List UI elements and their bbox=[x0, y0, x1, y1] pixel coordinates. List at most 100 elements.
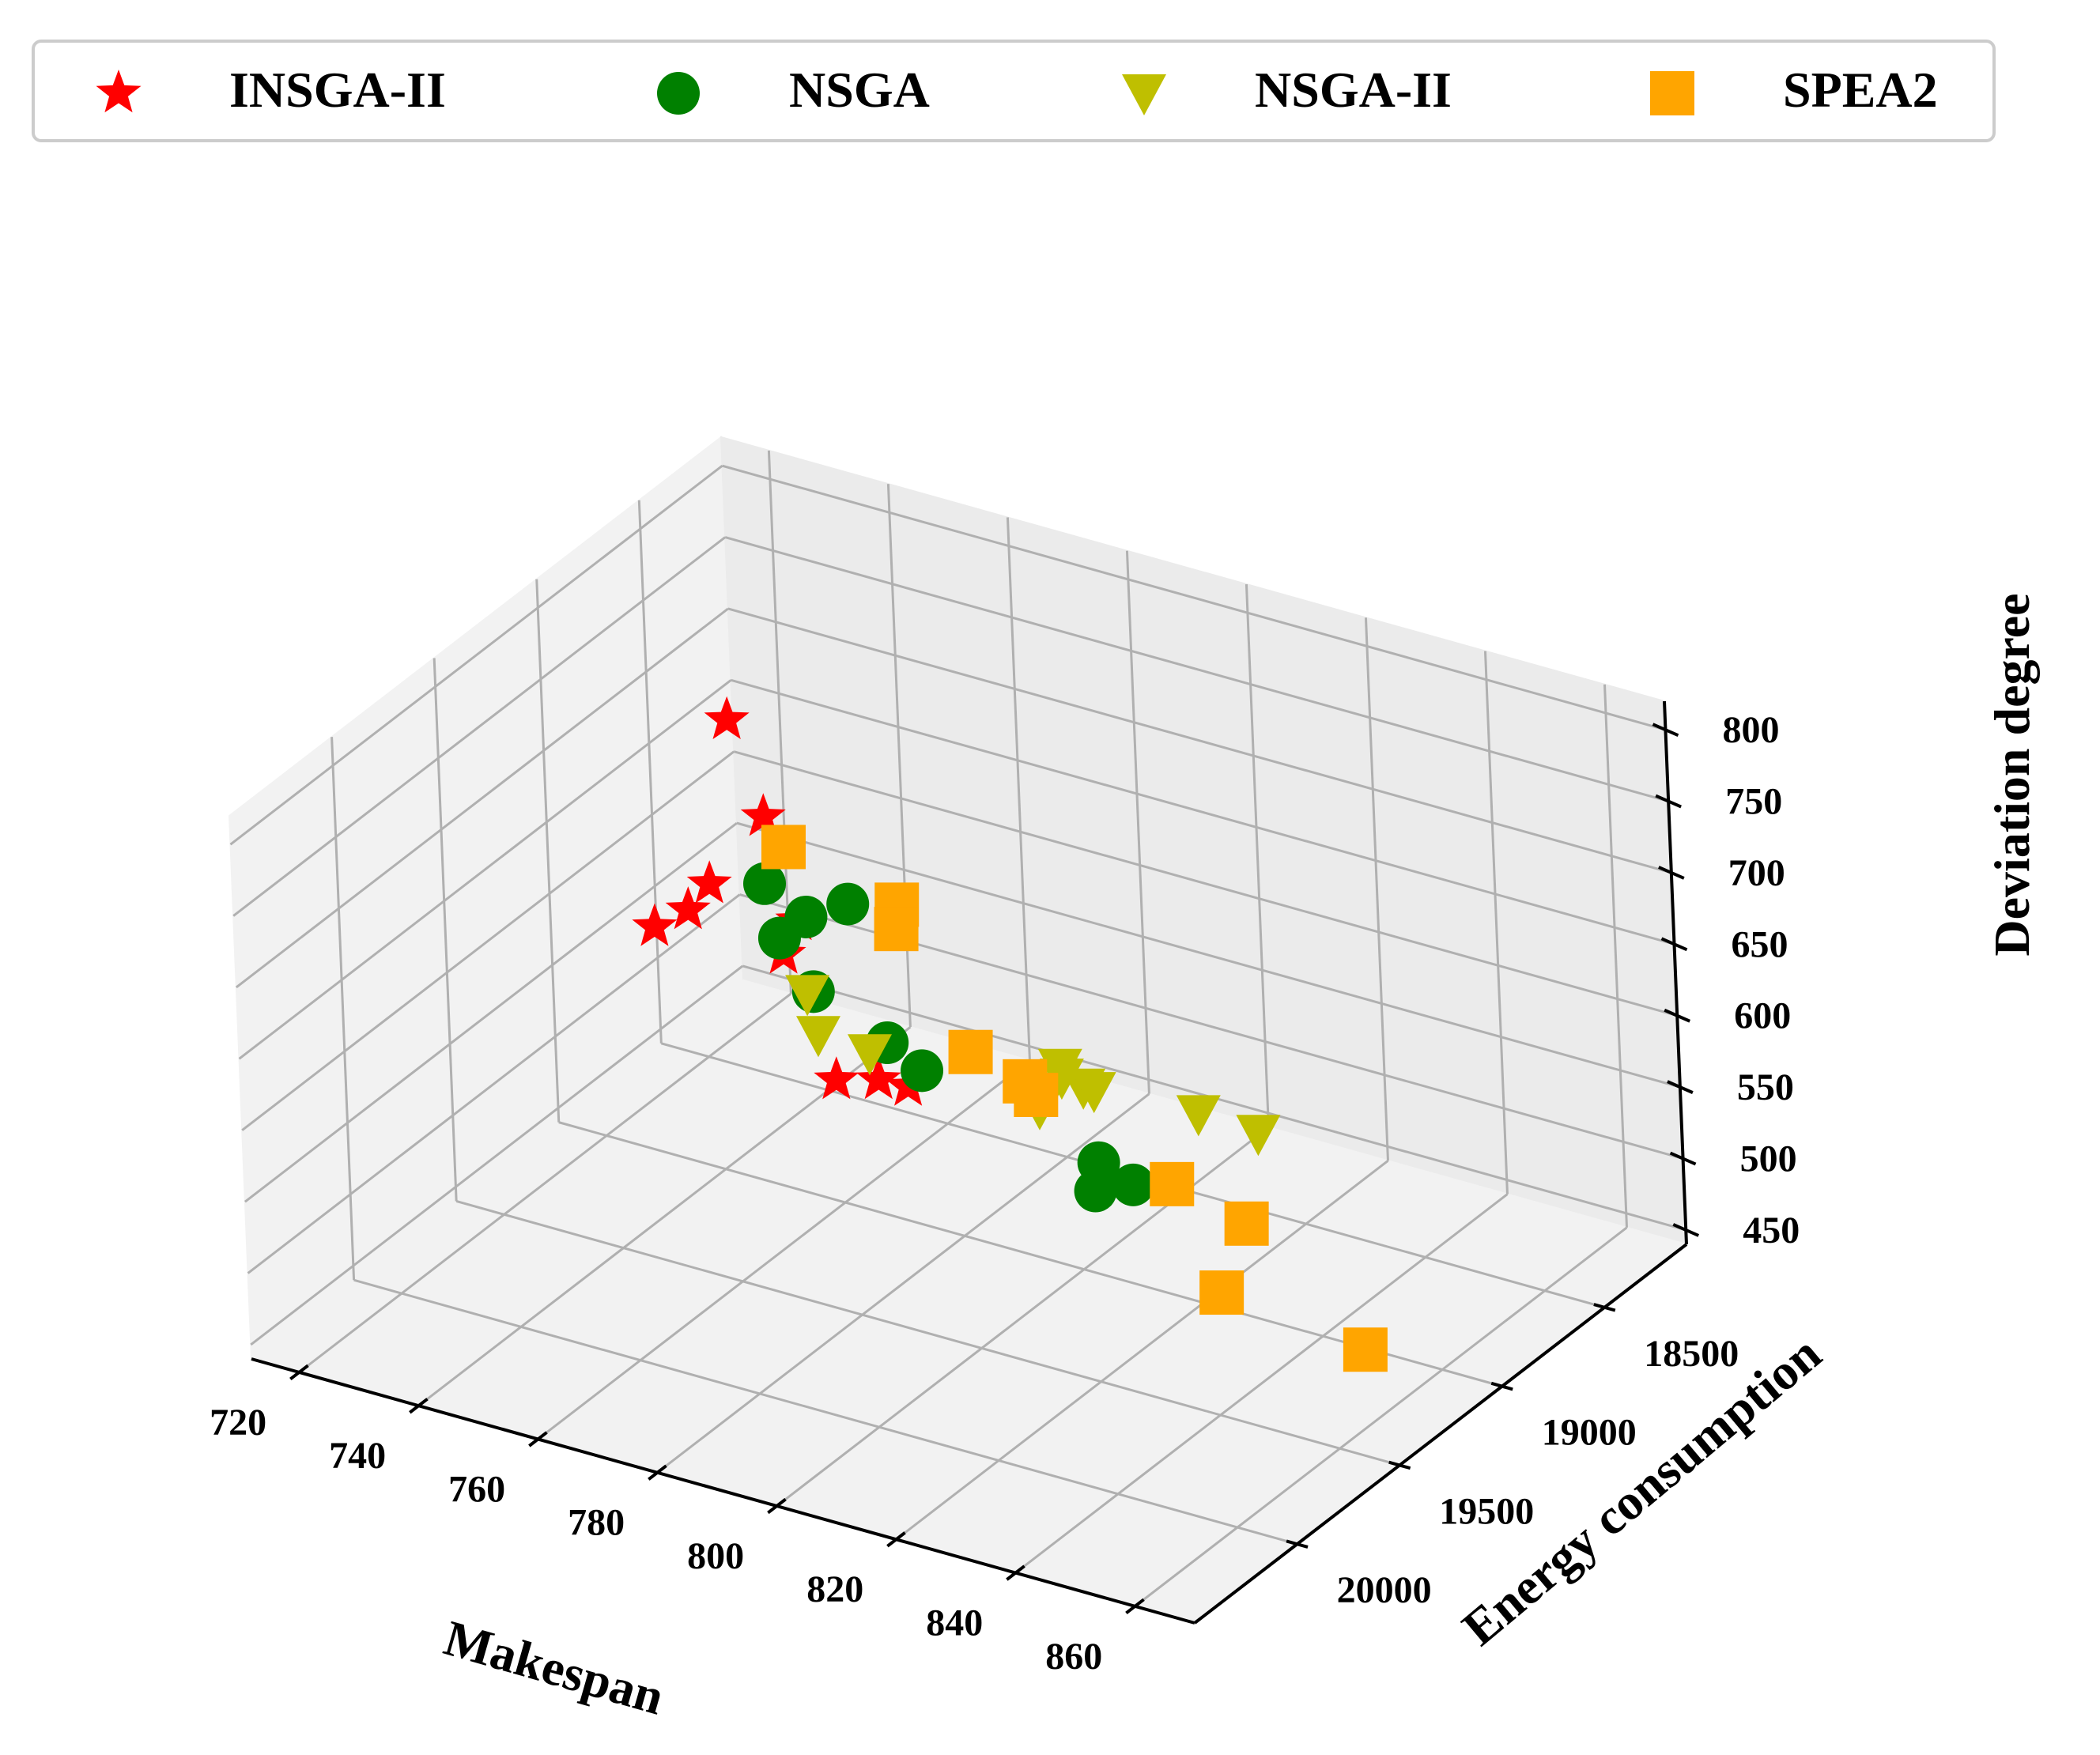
legend-marker bbox=[1122, 74, 1166, 115]
data-point bbox=[848, 1034, 892, 1076]
data-point bbox=[796, 1016, 840, 1058]
z-tick-label: 750 bbox=[1725, 781, 1782, 823]
data-point bbox=[1014, 1072, 1059, 1117]
x-tick-label: 720 bbox=[210, 1402, 266, 1444]
grid-line-z-back bbox=[731, 678, 1675, 945]
z-tick-label: 450 bbox=[1743, 1210, 1800, 1251]
y-tick-label: 18500 bbox=[1644, 1333, 1739, 1375]
x-tick-mark bbox=[1125, 1598, 1145, 1614]
x-axis-line bbox=[251, 1357, 1195, 1625]
z-tick-label: 550 bbox=[1737, 1066, 1794, 1108]
z-tick-label: 500 bbox=[1740, 1138, 1797, 1180]
grid-line-x-back bbox=[1483, 651, 1509, 1195]
grid-line-z-back bbox=[727, 607, 1672, 874]
legend-frame bbox=[32, 40, 1996, 142]
x-tick-mark bbox=[767, 1497, 787, 1515]
data-point bbox=[686, 860, 732, 904]
data-point bbox=[761, 825, 806, 870]
grid-line-x-back bbox=[1364, 617, 1389, 1161]
data-point bbox=[785, 975, 830, 1017]
data-point bbox=[901, 1049, 944, 1093]
x-tick-label: 860 bbox=[1045, 1636, 1102, 1678]
data-point bbox=[1077, 1141, 1120, 1184]
x-tick-label: 840 bbox=[926, 1602, 983, 1644]
legend-marker bbox=[1650, 71, 1694, 115]
grid-line-y-left bbox=[432, 658, 458, 1202]
y-tick-mark bbox=[1286, 1539, 1309, 1549]
data-point bbox=[632, 903, 678, 946]
legend-label: INSGA-II bbox=[229, 62, 446, 118]
data-point bbox=[874, 907, 919, 952]
z-tick-mark bbox=[1667, 1080, 1694, 1094]
tick-labels: 720 740 760 780 800 820 840 860 1850019000195002… bbox=[210, 709, 1800, 1678]
data-point bbox=[743, 862, 787, 905]
axis-lines bbox=[251, 700, 1700, 1625]
z-tick-mark bbox=[1655, 794, 1682, 809]
y-tick-label: 19000 bbox=[1542, 1412, 1637, 1454]
grid-line-z-back bbox=[736, 821, 1681, 1089]
data-point bbox=[948, 1029, 993, 1074]
legend-label: SPEA2 bbox=[1783, 62, 1938, 118]
legend-item: NSGA-II bbox=[1122, 62, 1452, 118]
legend-item: SPEA2 bbox=[1650, 62, 1938, 118]
y-tick-mark bbox=[1593, 1303, 1616, 1312]
x-tick-label: 780 bbox=[568, 1502, 625, 1544]
y-tick-mark bbox=[1490, 1381, 1513, 1391]
grid-line-z-left bbox=[235, 607, 729, 989]
x-tick-mark bbox=[1006, 1564, 1025, 1581]
legend-item: NSGA bbox=[657, 62, 930, 118]
z-tick-mark bbox=[1664, 1008, 1691, 1023]
legend-label: NSGA-II bbox=[1255, 62, 1452, 118]
z-tick-mark bbox=[1660, 937, 1688, 952]
legend-marker bbox=[657, 72, 700, 115]
x-tick-mark bbox=[409, 1398, 429, 1414]
data-point bbox=[740, 793, 786, 836]
grid-line-z-left bbox=[244, 821, 738, 1203]
grid-line-x-back bbox=[1006, 517, 1031, 1061]
y-tick-label: 20000 bbox=[1337, 1569, 1432, 1611]
legend-items: INSGA-II NSGA NSGA-II SPEA2 bbox=[96, 62, 1938, 118]
x-tick-mark bbox=[289, 1364, 309, 1381]
z-tick-label: 800 bbox=[1723, 709, 1780, 751]
grid-line-z-back bbox=[722, 464, 1666, 731]
data-point bbox=[1071, 1072, 1116, 1114]
data-point bbox=[1176, 1095, 1221, 1137]
data-point bbox=[1199, 1270, 1245, 1315]
grid-line-z-left bbox=[247, 893, 741, 1274]
x-tick-label: 820 bbox=[806, 1568, 863, 1610]
data-point bbox=[826, 882, 870, 926]
y-tick-mark bbox=[1388, 1460, 1411, 1470]
z-tick-label: 650 bbox=[1732, 923, 1788, 965]
x-tick-label: 800 bbox=[687, 1535, 744, 1577]
grid-line-y-left bbox=[330, 737, 356, 1281]
z-tick-mark bbox=[1652, 723, 1679, 737]
z-tick-label: 700 bbox=[1728, 852, 1785, 894]
legend: INSGA-II NSGA NSGA-II SPEA2 bbox=[32, 40, 1996, 142]
x-axis-title: Makespan bbox=[438, 1610, 670, 1726]
data-point bbox=[1112, 1163, 1155, 1206]
grid-line-y-left bbox=[637, 500, 663, 1044]
grid-line-z-left bbox=[229, 464, 723, 846]
z-axis-line bbox=[1663, 700, 1688, 1245]
grid-line-x-back bbox=[1125, 550, 1150, 1094]
data-point bbox=[1343, 1327, 1388, 1372]
grid-line-z-left bbox=[232, 536, 727, 917]
grid-line-y-floor bbox=[455, 1199, 1400, 1466]
data-point bbox=[1224, 1201, 1269, 1246]
grid-line-z-left bbox=[250, 964, 744, 1346]
legend-label: NSGA bbox=[789, 62, 930, 118]
grid-line-x-back bbox=[1603, 684, 1628, 1228]
x-tick-label: 740 bbox=[329, 1435, 386, 1477]
x-tick-mark bbox=[528, 1431, 548, 1447]
grid-line-x-back bbox=[767, 450, 792, 994]
z-tick-mark bbox=[1658, 866, 1685, 880]
grid-line-x-back bbox=[1245, 583, 1270, 1128]
data-points bbox=[632, 696, 1388, 1372]
grid-line-z-back bbox=[724, 536, 1669, 802]
grid-line-z-left bbox=[241, 750, 735, 1131]
grid-line-z-left bbox=[238, 679, 732, 1060]
y-tick-label: 19500 bbox=[1439, 1490, 1534, 1532]
x-tick-mark bbox=[648, 1464, 667, 1481]
data-point bbox=[1037, 1048, 1082, 1090]
data-point bbox=[757, 916, 801, 960]
